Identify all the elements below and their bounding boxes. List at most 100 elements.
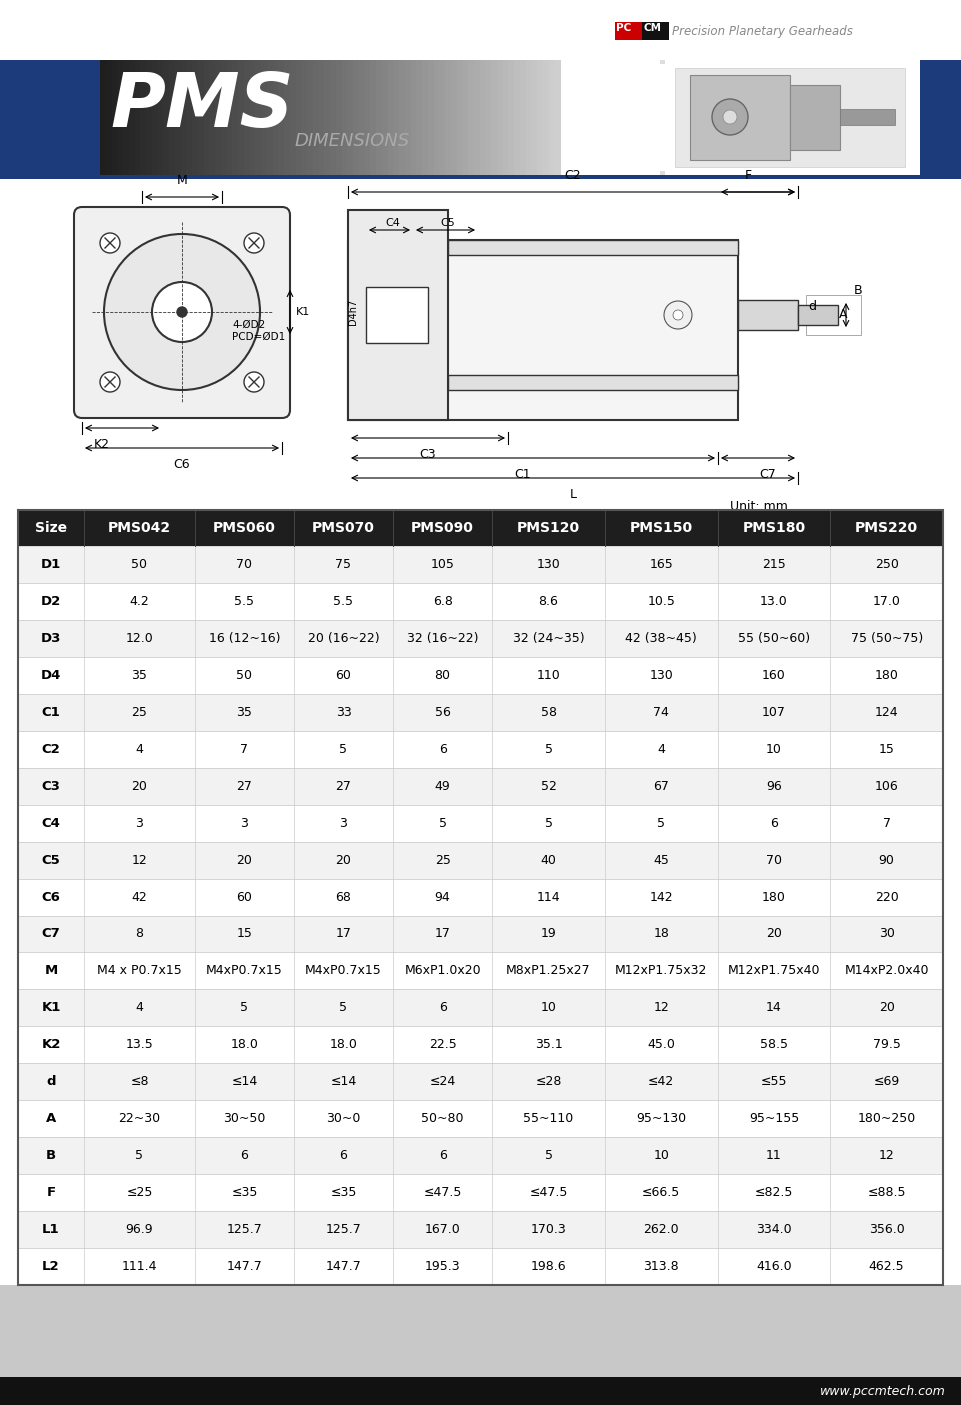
Bar bbox=[348, 209, 448, 420]
Text: 42 (38~45): 42 (38~45) bbox=[626, 632, 697, 645]
Text: 68: 68 bbox=[335, 891, 352, 903]
Text: M4xP0.7x15: M4xP0.7x15 bbox=[206, 964, 283, 978]
Text: 75: 75 bbox=[335, 558, 352, 570]
Text: C2: C2 bbox=[41, 743, 61, 756]
Text: 198.6: 198.6 bbox=[530, 1260, 566, 1273]
Text: 170.3: 170.3 bbox=[530, 1224, 566, 1236]
Text: M8xP1.25x27: M8xP1.25x27 bbox=[506, 964, 591, 978]
Text: 50~80: 50~80 bbox=[421, 1113, 464, 1125]
Text: 3: 3 bbox=[240, 816, 248, 829]
Text: M4 x P0.7x15: M4 x P0.7x15 bbox=[97, 964, 182, 978]
Text: 107: 107 bbox=[762, 705, 786, 719]
Bar bbox=[324, 60, 331, 176]
Bar bbox=[840, 110, 895, 125]
Bar bbox=[537, 60, 544, 176]
Bar bbox=[18, 953, 943, 989]
Text: d: d bbox=[808, 301, 816, 313]
Bar bbox=[370, 60, 377, 176]
Bar bbox=[428, 60, 434, 176]
Circle shape bbox=[244, 233, 264, 253]
Text: 114: 114 bbox=[536, 891, 560, 903]
Text: 6: 6 bbox=[438, 743, 447, 756]
Text: 10: 10 bbox=[541, 1002, 556, 1014]
Text: 10: 10 bbox=[766, 743, 782, 756]
Text: 25: 25 bbox=[434, 854, 451, 867]
Text: 110: 110 bbox=[536, 669, 560, 681]
Text: 4: 4 bbox=[136, 1002, 143, 1014]
Bar bbox=[18, 510, 943, 547]
Text: PMS042: PMS042 bbox=[108, 521, 171, 535]
Bar bbox=[0, 1377, 961, 1405]
Text: D2: D2 bbox=[41, 594, 62, 608]
Text: 5: 5 bbox=[240, 1002, 248, 1014]
Text: D4h7: D4h7 bbox=[348, 299, 358, 325]
Bar bbox=[18, 1175, 943, 1211]
Text: B: B bbox=[853, 284, 862, 296]
Text: PMS150: PMS150 bbox=[629, 521, 693, 535]
Bar bbox=[405, 60, 411, 176]
Bar bbox=[227, 60, 234, 176]
Text: 49: 49 bbox=[434, 780, 451, 792]
Text: 125.7: 125.7 bbox=[326, 1224, 361, 1236]
Text: 6: 6 bbox=[240, 1149, 248, 1162]
Bar bbox=[290, 60, 297, 176]
Text: 35: 35 bbox=[132, 669, 147, 681]
Text: 147.7: 147.7 bbox=[326, 1260, 361, 1273]
Bar bbox=[738, 301, 798, 330]
Text: 8.6: 8.6 bbox=[538, 594, 558, 608]
Text: A: A bbox=[839, 309, 848, 322]
Text: 52: 52 bbox=[541, 780, 556, 792]
Text: 5: 5 bbox=[545, 743, 553, 756]
Bar bbox=[798, 305, 838, 325]
Bar bbox=[238, 60, 245, 176]
Text: 94: 94 bbox=[434, 891, 451, 903]
Text: 147.7: 147.7 bbox=[227, 1260, 262, 1273]
Text: D3: D3 bbox=[41, 632, 62, 645]
Bar bbox=[335, 60, 342, 176]
Bar bbox=[554, 60, 561, 176]
Text: 142: 142 bbox=[650, 891, 673, 903]
Bar bbox=[18, 767, 943, 805]
Text: C3: C3 bbox=[420, 448, 436, 461]
Text: 17: 17 bbox=[335, 927, 352, 940]
Text: 17.0: 17.0 bbox=[873, 594, 900, 608]
Circle shape bbox=[723, 110, 737, 124]
Bar bbox=[376, 60, 382, 176]
Text: 130: 130 bbox=[650, 669, 673, 681]
Bar bbox=[18, 1137, 943, 1175]
Text: 20: 20 bbox=[236, 854, 253, 867]
Text: 334.0: 334.0 bbox=[756, 1224, 792, 1236]
Text: 18.0: 18.0 bbox=[330, 1038, 357, 1051]
Text: 32 (16~22): 32 (16~22) bbox=[407, 632, 479, 645]
Bar bbox=[186, 60, 193, 176]
Bar bbox=[123, 60, 130, 176]
Circle shape bbox=[664, 301, 692, 329]
Bar bbox=[690, 74, 790, 160]
Text: 55~110: 55~110 bbox=[524, 1113, 574, 1125]
Text: 17: 17 bbox=[434, 927, 451, 940]
Text: A: A bbox=[46, 1113, 56, 1125]
Text: 105: 105 bbox=[431, 558, 455, 570]
Text: 124: 124 bbox=[875, 705, 899, 719]
Text: 167.0: 167.0 bbox=[425, 1224, 460, 1236]
Text: ≤14: ≤14 bbox=[232, 1075, 258, 1089]
Text: C2: C2 bbox=[565, 169, 581, 183]
Bar bbox=[18, 1026, 943, 1064]
Text: 12: 12 bbox=[878, 1149, 895, 1162]
Text: M4xP0.7x15: M4xP0.7x15 bbox=[306, 964, 382, 978]
Circle shape bbox=[104, 235, 260, 391]
Text: ≤35: ≤35 bbox=[232, 1186, 258, 1198]
Text: 12.0: 12.0 bbox=[126, 632, 154, 645]
Text: 3: 3 bbox=[136, 816, 143, 829]
Circle shape bbox=[712, 98, 748, 135]
Text: 18.0: 18.0 bbox=[231, 1038, 259, 1051]
Text: 70: 70 bbox=[236, 558, 253, 570]
Text: PMS: PMS bbox=[110, 70, 294, 143]
Text: 50: 50 bbox=[132, 558, 147, 570]
Bar bbox=[18, 510, 943, 1286]
Text: 13.0: 13.0 bbox=[760, 594, 788, 608]
Bar bbox=[18, 620, 943, 658]
Text: K1: K1 bbox=[296, 308, 310, 318]
Text: M14xP2.0x40: M14xP2.0x40 bbox=[845, 964, 929, 978]
Text: 262.0: 262.0 bbox=[644, 1224, 679, 1236]
